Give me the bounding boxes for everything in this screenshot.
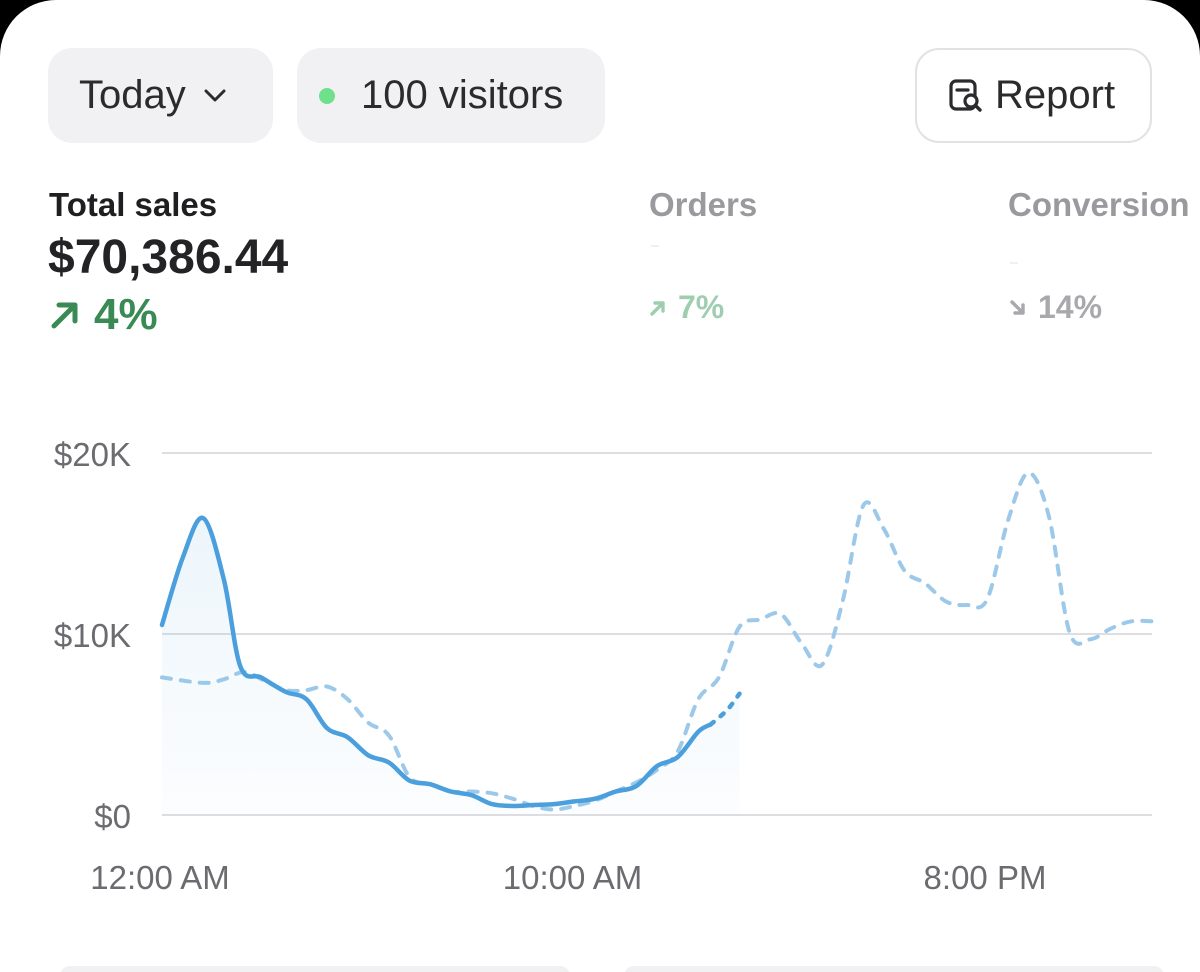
x-tick-label: 8:00 PM [924,859,1047,896]
report-search-icon [947,77,985,115]
arrow-up-right-icon [48,298,82,332]
bottom-card-right [624,966,1164,972]
metric-conversion-tab[interactable]: Conversion [1008,186,1190,223]
y-tick-label: $0 [94,798,131,835]
y-tick-label: $10K [54,617,131,654]
arrow-up-right-icon [648,298,668,318]
visitors-label: 100 visitors [361,73,564,117]
total-sales-change: 4% [48,290,158,340]
metric-total-sales-tab[interactable]: Total sales [49,186,218,223]
orders-change-value: 7% [678,289,725,325]
total-sales-change-value: 4% [94,290,158,339]
bottom-card-left [60,966,570,972]
date-filter-label: Today [79,73,186,117]
comparison-series-line [160,470,1154,812]
orders-value-placeholder [651,245,659,247]
chevron-down-icon [204,89,226,103]
orders-change: 7% [648,289,724,326]
conversion-value-placeholder [1010,262,1018,264]
date-filter-dropdown[interactable]: Today [48,48,273,143]
conversion-change: 14% [1008,289,1102,326]
conversion-change-value: 14% [1038,289,1103,325]
x-tick-label: 12:00 AM [90,859,229,896]
arrow-down-right-icon [1008,298,1028,318]
live-status-dot [319,87,335,104]
projected-series-line [708,691,742,727]
sales-area-fill [162,517,740,815]
total-sales-value: $70,386.44 [48,231,289,284]
report-button[interactable]: Report [915,48,1152,143]
y-tick-label: $20K [54,436,131,473]
report-label: Report [995,73,1116,117]
metric-orders-tab[interactable]: Orders [649,186,758,223]
live-visitors-pill[interactable]: 100 visitors [297,48,605,143]
x-tick-label: 10:00 AM [503,859,642,896]
current-series-line [159,515,713,809]
